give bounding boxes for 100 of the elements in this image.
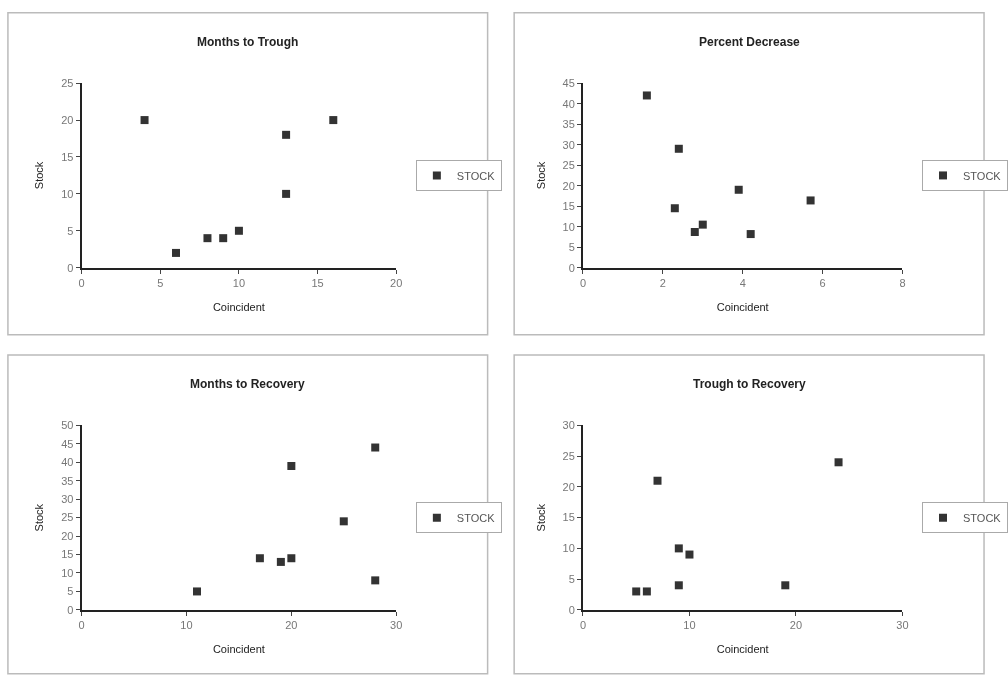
y-tick-label: 45 xyxy=(562,77,575,90)
y-tick-label: 0 xyxy=(67,603,74,616)
y-tick-label: 15 xyxy=(61,150,74,163)
point xyxy=(642,91,651,100)
x-tick-label: 0 xyxy=(78,619,85,632)
y-tick-label: 30 xyxy=(61,493,74,506)
y-tick-label: 10 xyxy=(562,542,575,555)
y-tick-label: 15 xyxy=(562,200,575,213)
x-tick-label: 20 xyxy=(789,619,803,632)
x-tick-label: 15 xyxy=(311,276,324,289)
point xyxy=(282,189,291,198)
point xyxy=(653,476,662,485)
y-tick-label: 10 xyxy=(61,187,74,200)
y-tick-label: 25 xyxy=(562,449,575,462)
point xyxy=(276,557,285,566)
x-tick-label: 10 xyxy=(683,619,696,632)
point xyxy=(781,581,790,590)
y-tick-label: 5 xyxy=(67,224,74,237)
point xyxy=(371,443,380,452)
y-tick-label: 5 xyxy=(568,241,575,254)
point xyxy=(203,234,212,243)
point xyxy=(219,234,228,243)
chart-title: Months to Recovery xyxy=(190,377,306,391)
y-tick-label: 45 xyxy=(61,437,74,450)
y-tick-label: 25 xyxy=(61,77,74,90)
y-tick-label: 20 xyxy=(562,179,575,192)
y-tick-label: 25 xyxy=(562,159,575,172)
x-tick-label: 8 xyxy=(899,276,906,289)
y-tick-label: 25 xyxy=(61,511,74,524)
point xyxy=(674,544,683,553)
y-tick-label: 30 xyxy=(562,419,575,432)
y-tick-label: 20 xyxy=(61,113,74,126)
y-tick-label: 50 xyxy=(61,419,74,432)
y-tick-label: 5 xyxy=(67,585,74,598)
x-tick-label: 20 xyxy=(390,276,403,289)
chart-title: Months to Trough xyxy=(197,35,299,49)
y-axis-title: Stock xyxy=(33,503,46,532)
x-axis-title: Coincident xyxy=(212,642,265,655)
x-tick-label: 4 xyxy=(739,276,746,289)
x-tick-label: 6 xyxy=(819,276,826,289)
point xyxy=(685,550,694,559)
x-tick-label: 30 xyxy=(390,619,403,632)
y-tick-label: 0 xyxy=(568,261,575,274)
chart-title: Percent Decrease xyxy=(699,35,801,49)
x-tick-label: 0 xyxy=(78,276,85,289)
point xyxy=(255,554,264,563)
point xyxy=(734,185,743,194)
point xyxy=(834,458,843,467)
point xyxy=(287,461,296,470)
x-tick-label: 5 xyxy=(157,276,164,289)
point xyxy=(670,204,679,213)
x-tick-label: 10 xyxy=(180,619,193,632)
point xyxy=(339,517,348,526)
x-axis-title: Coincident xyxy=(212,300,265,313)
point xyxy=(806,196,815,205)
point xyxy=(674,581,683,590)
point xyxy=(746,230,755,239)
point xyxy=(172,248,181,257)
point xyxy=(698,220,707,229)
point xyxy=(287,554,296,563)
point xyxy=(371,576,380,585)
x-axis-title: Coincident xyxy=(716,300,769,313)
y-axis-title: Stock xyxy=(33,161,46,190)
y-tick-label: 5 xyxy=(568,572,575,585)
y-axis-title: Stock xyxy=(534,503,547,532)
point xyxy=(642,587,651,596)
legend-label: STOCK xyxy=(456,511,496,524)
y-tick-label: 20 xyxy=(61,529,74,542)
legend-label: STOCK xyxy=(963,511,1002,524)
point xyxy=(282,130,291,139)
x-tick-label: 30 xyxy=(896,619,909,632)
y-tick-label: 15 xyxy=(61,548,74,561)
point xyxy=(234,226,243,235)
legend-label: STOCK xyxy=(963,169,1002,182)
point xyxy=(690,228,699,237)
y-tick-label: 35 xyxy=(562,118,575,131)
x-tick-label: 2 xyxy=(659,276,666,289)
y-tick-label: 15 xyxy=(562,511,575,524)
point xyxy=(632,587,641,596)
y-tick-label: 30 xyxy=(562,138,575,151)
y-axis-title: Stock xyxy=(534,161,547,190)
y-tick-label: 0 xyxy=(67,261,74,274)
legend-label: STOCK xyxy=(456,169,496,182)
point xyxy=(192,587,201,596)
x-tick-label: 10 xyxy=(232,276,246,289)
x-tick-label: 0 xyxy=(579,276,587,289)
point xyxy=(140,116,149,125)
x-axis-title: Coincident xyxy=(716,642,769,655)
y-tick-label: 0 xyxy=(568,603,575,616)
y-tick-label: 40 xyxy=(61,456,74,469)
y-tick-label: 35 xyxy=(61,474,74,487)
chart-title: Trough to Recovery xyxy=(693,377,807,391)
x-tick-label: 20 xyxy=(285,619,298,632)
y-tick-label: 10 xyxy=(61,566,74,579)
point xyxy=(674,144,683,153)
y-tick-label: 40 xyxy=(562,97,575,110)
y-tick-label: 20 xyxy=(562,480,575,493)
y-tick-label: 10 xyxy=(562,220,575,233)
point xyxy=(329,116,338,125)
x-tick-label: 0 xyxy=(579,619,587,632)
